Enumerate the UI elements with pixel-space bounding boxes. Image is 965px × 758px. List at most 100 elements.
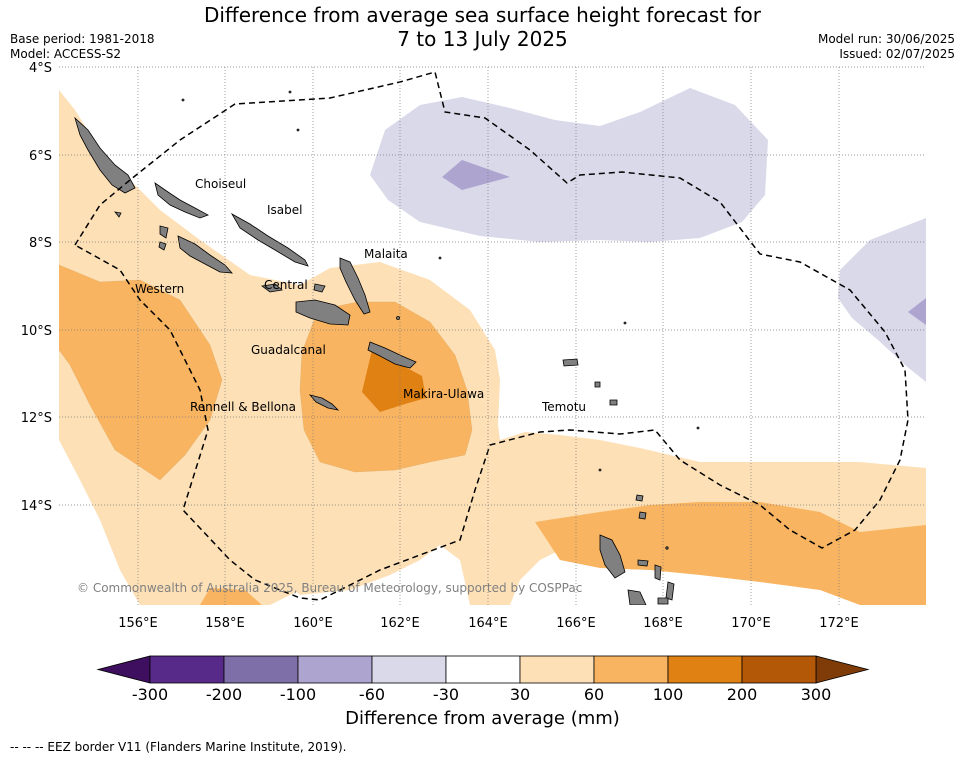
lat-label: 10°S bbox=[21, 324, 52, 339]
ranongga bbox=[158, 241, 167, 251]
espiritu-santo-island bbox=[599, 534, 626, 579]
colorbar-over-arrow bbox=[815, 655, 870, 684]
base-period: Base period: 1981-2018 bbox=[10, 32, 155, 46]
lat-label: 14°S bbox=[21, 499, 52, 514]
small-islet-4 bbox=[623, 321, 627, 325]
contour-30-60-main bbox=[59, 90, 926, 605]
small-islet-2 bbox=[288, 90, 292, 94]
contour-60-100-west bbox=[59, 265, 222, 480]
small-islet-5 bbox=[598, 468, 602, 472]
small-islet-9 bbox=[665, 546, 669, 550]
santa-cruz-island bbox=[562, 358, 579, 367]
rennell-island bbox=[308, 394, 340, 411]
contour-60-100-southeast bbox=[535, 502, 926, 605]
lon-label: 162°E bbox=[380, 616, 420, 631]
issued-date: Issued: 02/07/2025 bbox=[839, 47, 955, 61]
isabel-island bbox=[230, 212, 309, 267]
lon-label: 166°E bbox=[556, 616, 596, 631]
copyright-notice: © Commonwealth of Australia 2025, Bureau… bbox=[77, 581, 582, 595]
lon-label: 168°E bbox=[643, 616, 683, 631]
ambae-island bbox=[637, 559, 649, 567]
label-rennell-bellona: Rennell & Bellona bbox=[190, 400, 296, 414]
eez-border bbox=[74, 71, 909, 601]
torres-islands bbox=[638, 511, 647, 520]
guadalcanal-island bbox=[295, 299, 351, 326]
meta-left: Base period: 1981-2018 Model: ACCESS-S2 bbox=[10, 32, 155, 62]
label-malaita: Malaita bbox=[364, 247, 408, 261]
label-choiseul: Choiseul bbox=[195, 177, 246, 191]
colorbar-tick-label: -300 bbox=[132, 685, 168, 700]
malekula-island bbox=[627, 589, 647, 605]
longitude-labels: 156°E 158°E 160°E 162°E 164°E 166°E 168°E 170°E… bbox=[118, 616, 859, 631]
lon-label: 172°E bbox=[819, 616, 859, 631]
pentecost-island bbox=[665, 581, 675, 601]
colorbar-title: Difference from average (mm) bbox=[345, 708, 620, 729]
map-title: Difference from average sea surface heig… bbox=[0, 3, 965, 51]
lat-label: 4°S bbox=[29, 61, 52, 76]
lon-label: 160°E bbox=[293, 616, 333, 631]
colorbar-tick-label: 60 bbox=[584, 685, 604, 700]
model-name: Model: ACCESS-S2 bbox=[10, 47, 122, 61]
colorbar-tick-label: -200 bbox=[206, 685, 242, 700]
colorbar-swatch bbox=[223, 655, 299, 684]
contour-minus60-minus30-north bbox=[370, 88, 768, 242]
eez-footnote: -- -- -- EEZ border V11 (Flanders Marine… bbox=[10, 740, 347, 754]
colorbar-tick-label: 200 bbox=[727, 685, 758, 700]
colorbar-swatch bbox=[519, 655, 595, 684]
contour-minus100-minus60-north bbox=[442, 160, 510, 190]
malaita-island bbox=[339, 257, 371, 315]
small-islet-8 bbox=[438, 256, 442, 260]
title-line-2: 7 to 13 July 2025 bbox=[397, 27, 568, 51]
graticule bbox=[59, 66, 926, 605]
colorbar-swatch bbox=[371, 655, 447, 684]
vella-lavella bbox=[159, 225, 169, 239]
small-islet-1 bbox=[181, 98, 185, 102]
meta-right: Model run: 30/06/2025 Issued: 02/07/2025 bbox=[818, 32, 955, 62]
choiseul-island bbox=[154, 182, 209, 219]
label-central: Central bbox=[264, 278, 308, 292]
small-islet-7 bbox=[396, 316, 400, 320]
bougainville-island bbox=[74, 116, 136, 194]
vanikoro-island bbox=[609, 399, 618, 406]
lat-label: 8°S bbox=[29, 236, 52, 251]
new-georgia-islands bbox=[177, 235, 233, 274]
land-masses bbox=[74, 90, 700, 605]
lon-label: 164°E bbox=[468, 616, 508, 631]
makira-island bbox=[367, 341, 417, 369]
colorbar-tick-label: -30 bbox=[433, 685, 459, 700]
russell-islands bbox=[313, 283, 326, 293]
model-run: Model run: 30/06/2025 bbox=[817, 32, 955, 46]
florida-islands bbox=[260, 283, 283, 293]
place-labels: Choiseul Isabel Malaita Western Central … bbox=[135, 177, 586, 414]
lon-label: 158°E bbox=[205, 616, 245, 631]
colorbar-tick-label: 100 bbox=[653, 685, 684, 700]
colorbar-swatch bbox=[149, 655, 225, 684]
label-makira-ulawa: Makira-Ulawa bbox=[403, 387, 484, 401]
lat-label: 6°S bbox=[29, 149, 52, 164]
colorbar-swatch bbox=[741, 655, 817, 684]
colorbar-under-arrow bbox=[96, 655, 151, 684]
colorbar-tick-label: -60 bbox=[359, 685, 385, 700]
label-temotu: Temotu bbox=[541, 400, 586, 414]
maewo-island bbox=[654, 564, 662, 581]
contour-100-200-makira bbox=[362, 350, 426, 412]
label-isabel: Isabel bbox=[267, 203, 302, 217]
small-islet-3 bbox=[296, 128, 300, 132]
colorbar-swatch bbox=[297, 655, 373, 684]
colorbar-swatch bbox=[593, 655, 669, 684]
lon-label: 170°E bbox=[731, 616, 771, 631]
colorbar-tick-label: 300 bbox=[801, 685, 832, 700]
lat-label: 12°S bbox=[21, 411, 52, 426]
colorbar: -300 -200 -100 -60 -30 30 60 100 200 300 bbox=[96, 655, 870, 700]
contour-minus60-minus30-east bbox=[838, 218, 926, 382]
treasury-island bbox=[114, 211, 122, 218]
label-guadalcanal: Guadalcanal bbox=[251, 343, 326, 357]
title-line-1: Difference from average sea surface heig… bbox=[203, 3, 762, 27]
colorbar-swatch bbox=[445, 655, 521, 684]
tikopia-island bbox=[594, 381, 601, 388]
label-western: Western bbox=[135, 282, 184, 296]
contour-minus100-minus60-east bbox=[908, 298, 926, 325]
contour-60-100-south-patch bbox=[200, 588, 262, 605]
colorbar-tick-label: 30 bbox=[510, 685, 530, 700]
latitude-labels: 4°S 6°S 8°S 10°S 12°S 14°S bbox=[21, 61, 52, 514]
